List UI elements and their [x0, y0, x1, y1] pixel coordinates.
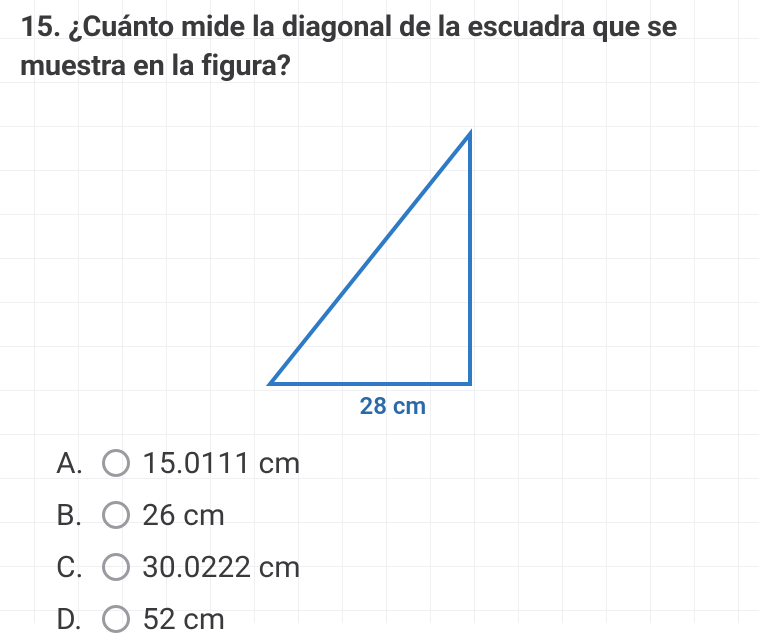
option-label: 52 cm [142, 602, 225, 637]
option-a[interactable]: A. 15.0111 cm [56, 440, 739, 486]
question-text: 15. ¿Cuánto mide la diagonal de la escua… [20, 8, 739, 86]
option-label: 26 cm [142, 498, 225, 533]
figure-wrapper: 60° 28 cm [20, 114, 739, 424]
option-letter: A. [56, 446, 90, 481]
option-letter: D. [56, 602, 90, 637]
triangle-svg: 60° [240, 114, 520, 424]
option-d[interactable]: D. 52 cm [56, 596, 739, 642]
radio-icon [102, 501, 130, 529]
option-label: 15.0111 cm [142, 446, 301, 481]
option-c[interactable]: C. 30.0222 cm [56, 544, 739, 590]
triangle-figure: 60° 28 cm [240, 114, 520, 424]
angle-label: 60° [240, 114, 277, 120]
question-container: 15. ¿Cuánto mide la diagonal de la escua… [0, 0, 759, 642]
options-list: A. 15.0111 cm B. 26 cm C. 30.0222 cm D. … [20, 440, 739, 642]
radio-icon [102, 449, 130, 477]
base-length-label: 28 cm [360, 392, 427, 420]
option-letter: B. [56, 498, 90, 533]
question-body: ¿Cuánto mide la diagonal de la escuadra … [20, 10, 677, 83]
option-letter: C. [56, 550, 90, 585]
option-label: 30.0222 cm [142, 550, 301, 585]
question-number: 15. [20, 10, 61, 44]
option-b[interactable]: B. 26 cm [56, 492, 739, 538]
triangle-shape [270, 134, 470, 384]
radio-icon [102, 553, 130, 581]
radio-icon [102, 605, 130, 633]
